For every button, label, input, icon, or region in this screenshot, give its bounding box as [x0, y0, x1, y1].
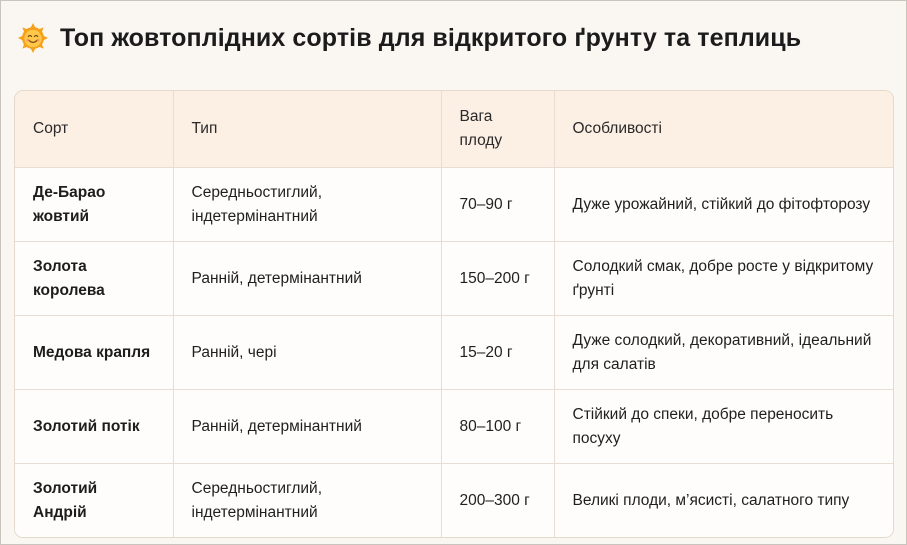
cell-features: Стійкий до спеки, добре переносить посух… [554, 389, 893, 464]
cell-sort: Золотий потік [15, 389, 174, 464]
cell-features: Дуже урожайний, стійкий до фітофторозу [554, 167, 893, 242]
cell-weight: 150–200 г [441, 241, 555, 316]
table-row: Золота королева Ранній, детермінантний 1… [15, 241, 893, 316]
table-row: Медова крапля Ранній, чері 15–20 г Дуже … [15, 315, 893, 390]
cell-type: Середньостиглий, індетермінантний [173, 463, 442, 537]
varieties-table-container: Сорт Тип Вага плоду Особливості Де-Барао… [14, 90, 894, 538]
cell-weight: 80–100 г [441, 389, 555, 464]
column-header-type: Тип [173, 91, 442, 168]
cell-features: Солодкий смак, добре росте у відкритому … [554, 241, 893, 316]
table-row: Золотий потік Ранній, детермінантний 80–… [15, 389, 893, 464]
cell-weight: 70–90 г [441, 167, 555, 242]
table-row: Золотий Андрій Середньостиглий, індетерм… [15, 463, 893, 537]
cell-sort: Медова крапля [15, 315, 174, 390]
cell-type: Середньостиглий, індетермінантний [173, 167, 442, 242]
column-header-sort: Сорт [15, 91, 174, 168]
cell-type: Ранній, детермінантний [173, 241, 442, 316]
table-row: Де-Барао жовтий Середньостиглий, індетер… [15, 167, 893, 242]
cell-features: Дуже солодкий, декоративний, ідеальний д… [554, 315, 893, 390]
cell-weight: 200–300 г [441, 463, 555, 537]
table-header-row: Сорт Тип Вага плоду Особливості [15, 91, 893, 168]
cell-sort: Золота королева [15, 241, 174, 316]
page-header: Топ жовтоплідних сортів для відкритого ґ… [18, 18, 801, 58]
page-title: Топ жовтоплідних сортів для відкритого ґ… [60, 23, 802, 52]
column-header-weight: Вага плоду [441, 91, 555, 168]
smiling-sun-icon [18, 23, 48, 53]
cell-features: Великі плоди, м’ясисті, салатного типу [554, 463, 893, 537]
cell-weight: 15–20 г [441, 315, 555, 390]
cell-sort: Золотий Андрій [15, 463, 174, 537]
column-header-features: Особливості [554, 91, 893, 168]
cell-type: Ранній, детермінантний [173, 389, 442, 464]
varieties-table: Сорт Тип Вага плоду Особливості Де-Барао… [15, 91, 893, 537]
cell-type: Ранній, чері [173, 315, 442, 390]
cell-sort: Де-Барао жовтий [15, 167, 174, 242]
